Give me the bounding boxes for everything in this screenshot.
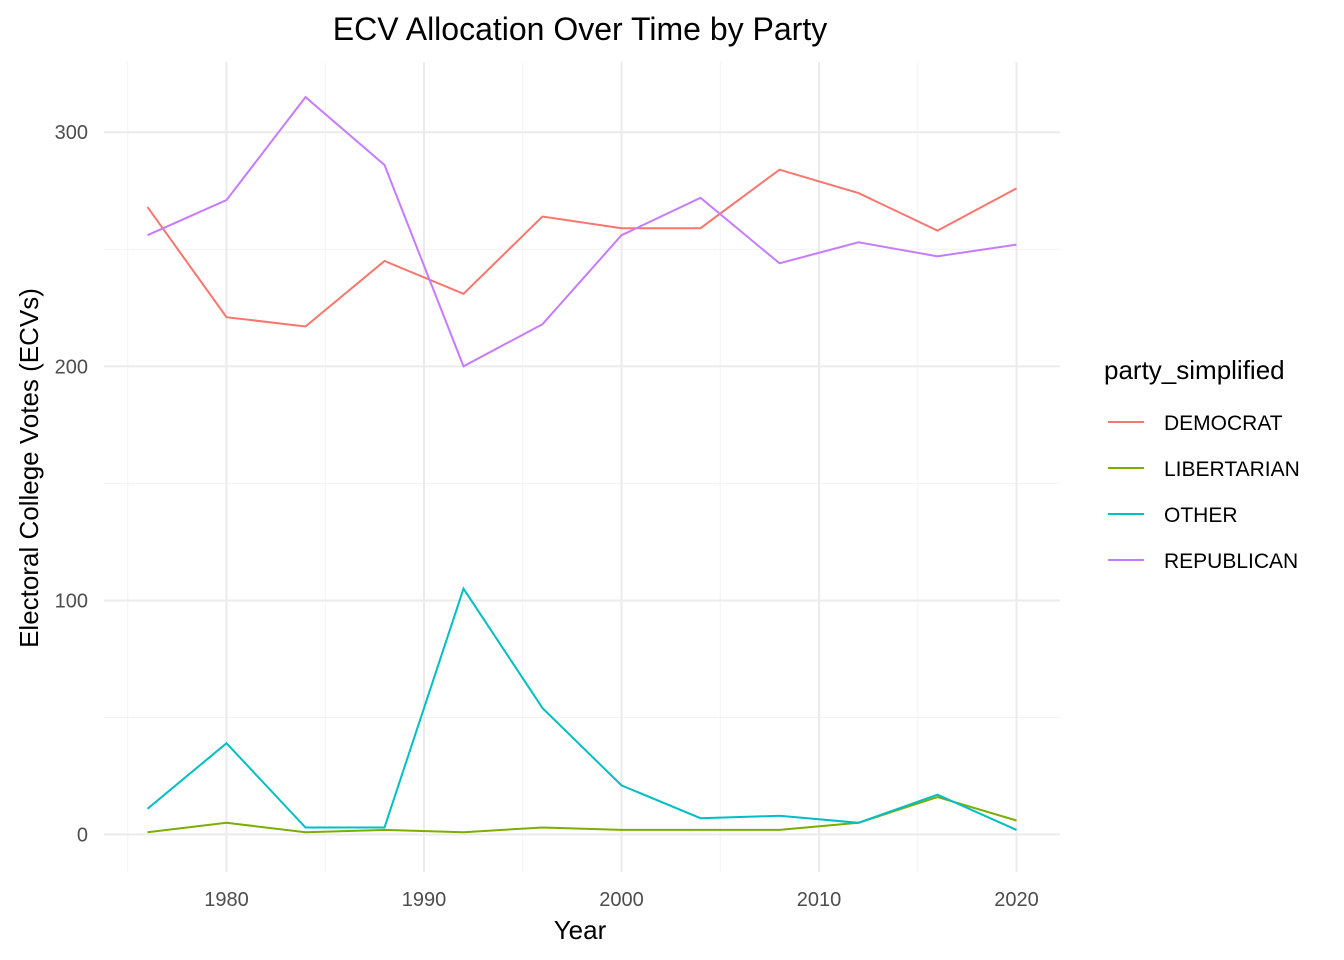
series-line-other — [146, 586, 1017, 831]
x-tick-label: 2020 — [994, 889, 1039, 911]
y-tick-label: 100 — [55, 590, 88, 612]
legend-label-democrat: DEMOCRAT — [1164, 412, 1283, 435]
y-tick-label: 200 — [55, 356, 88, 378]
legend-label-republican: REPUBLICAN — [1164, 550, 1298, 573]
series-line-republican — [147, 95, 1017, 368]
legend-items: DEMOCRAT LIBERTARIAN OTHER REPUBLICAN — [1108, 412, 1300, 573]
x-tick-label: 1980 — [204, 889, 249, 911]
series-line-libertarian — [147, 796, 1017, 834]
legend: party_simplified DEMOCRAT LIBERTARIAN OTHE… — [1104, 355, 1300, 573]
x-tick-label: 2000 — [599, 889, 644, 911]
legend-title: party_simplified — [1104, 355, 1285, 385]
y-axis-title: Electoral College Votes (ECVs) — [14, 288, 44, 648]
x-axis-title: Year — [554, 915, 607, 945]
chart-title: ECV Allocation Over Time by Party — [333, 11, 827, 47]
x-tick-label: 1990 — [402, 889, 447, 911]
x-axis-ticks: 1980 1990 2000 2010 2020 — [204, 889, 1039, 911]
legend-label-libertarian: LIBERTARIAN — [1164, 458, 1300, 481]
y-tick-label: 300 — [55, 122, 88, 144]
series-line-democrat — [146, 168, 1017, 328]
legend-label-other: OTHER — [1164, 504, 1238, 527]
plot-lines — [146, 95, 1017, 834]
grid — [104, 62, 1060, 872]
y-tick-label: 0 — [77, 825, 88, 847]
y-axis-ticks: 0 100 200 300 — [55, 122, 88, 846]
x-tick-label: 2010 — [797, 889, 842, 911]
